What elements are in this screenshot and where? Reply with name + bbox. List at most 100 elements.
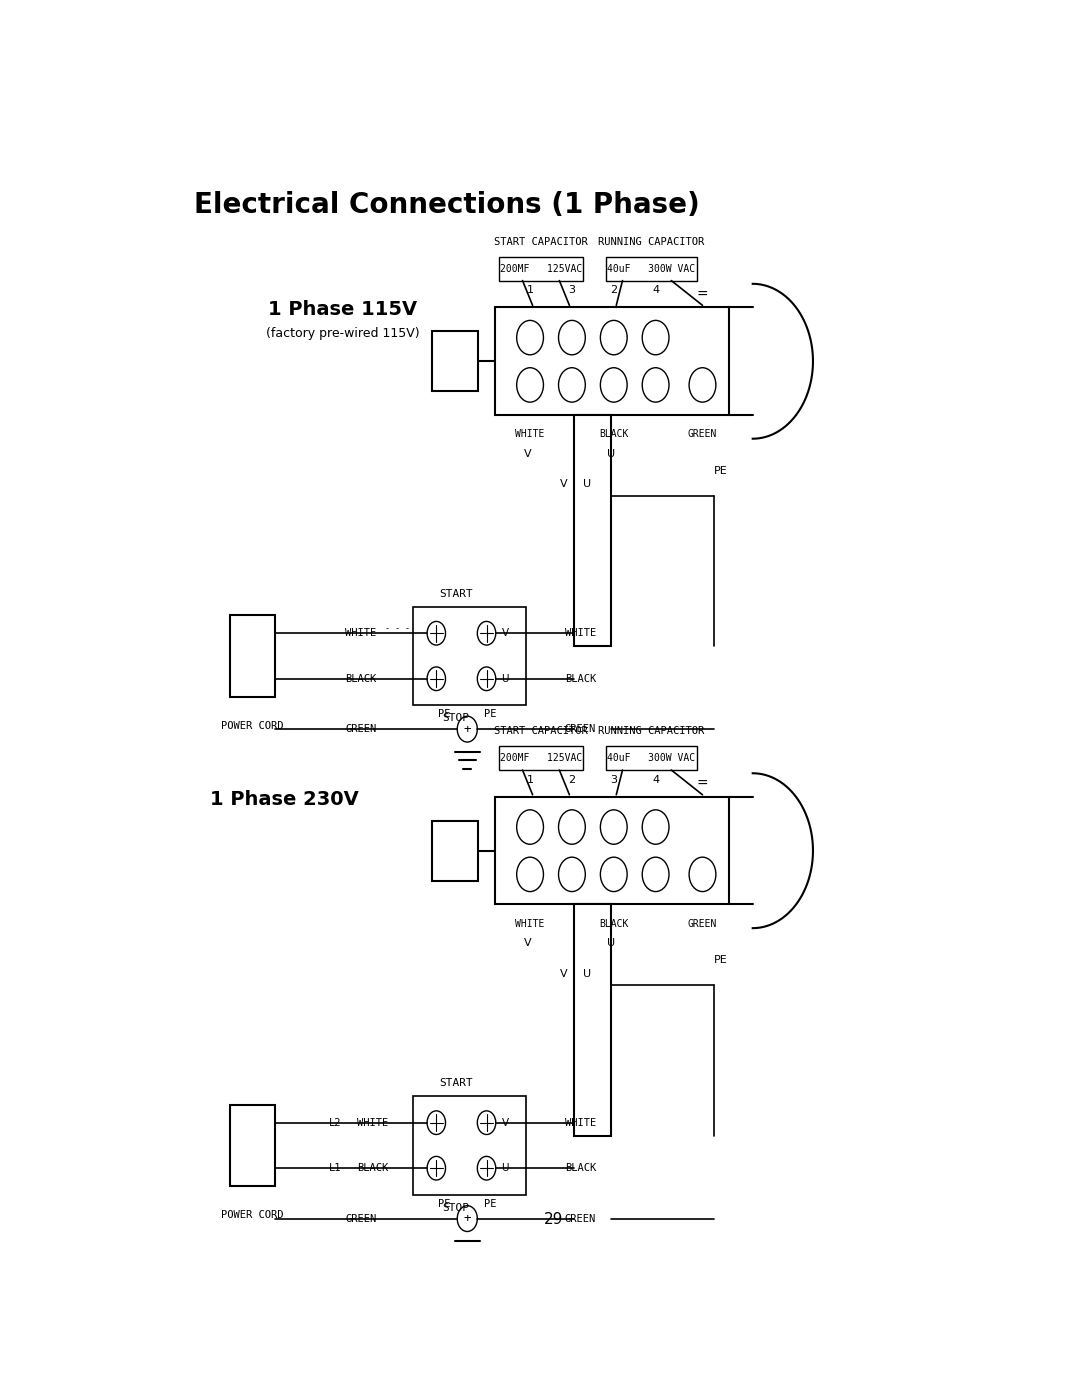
Text: WHITE: WHITE <box>565 1118 596 1127</box>
Circle shape <box>427 622 446 645</box>
Text: BLACK: BLACK <box>599 429 629 440</box>
Bar <box>606 746 697 770</box>
Circle shape <box>427 666 446 690</box>
Text: 2: 2 <box>610 285 618 295</box>
Text: POWER CORD: POWER CORD <box>221 1210 283 1221</box>
Bar <box>499 257 583 281</box>
Text: GREEN: GREEN <box>346 724 377 735</box>
Text: START: START <box>438 588 473 598</box>
Circle shape <box>643 320 669 355</box>
Text: WHITE: WHITE <box>515 919 544 929</box>
Text: POWER CORD: POWER CORD <box>221 721 283 731</box>
Bar <box>495 307 729 415</box>
Bar <box>495 796 729 904</box>
Text: GREEN: GREEN <box>688 429 717 440</box>
Circle shape <box>600 367 627 402</box>
Text: 4: 4 <box>652 285 659 295</box>
Bar <box>432 820 478 882</box>
Text: 1: 1 <box>527 285 534 295</box>
Bar <box>413 606 526 705</box>
Circle shape <box>516 858 543 891</box>
Text: 29: 29 <box>544 1213 563 1227</box>
Text: 1: 1 <box>527 775 534 785</box>
Text: =: = <box>697 777 708 791</box>
Text: Electrical Connections (1 Phase): Electrical Connections (1 Phase) <box>193 191 700 219</box>
Text: PE: PE <box>714 467 728 476</box>
Circle shape <box>600 810 627 844</box>
Circle shape <box>477 622 496 645</box>
Text: 2: 2 <box>568 775 576 785</box>
Text: U: U <box>583 970 591 979</box>
Text: U: U <box>501 1164 509 1173</box>
Circle shape <box>600 320 627 355</box>
Circle shape <box>516 320 543 355</box>
Circle shape <box>643 858 669 891</box>
Bar <box>432 331 478 391</box>
Bar <box>413 1097 526 1194</box>
Text: V: V <box>524 448 531 458</box>
Circle shape <box>558 858 585 891</box>
Text: V: V <box>501 629 509 638</box>
Circle shape <box>643 367 669 402</box>
Text: 4: 4 <box>652 775 659 785</box>
Text: BLACK: BLACK <box>565 673 596 683</box>
Text: WHITE: WHITE <box>515 429 544 440</box>
Circle shape <box>457 717 477 742</box>
Text: WHITE: WHITE <box>357 1118 389 1127</box>
Text: U: U <box>501 673 509 683</box>
Text: STOP: STOP <box>443 1203 470 1213</box>
Text: 200MF   125VAC: 200MF 125VAC <box>500 753 582 763</box>
Text: 3: 3 <box>610 775 618 785</box>
Text: +: + <box>463 1213 471 1225</box>
Text: BLACK: BLACK <box>599 919 629 929</box>
Text: START CAPACITOR: START CAPACITOR <box>494 726 588 736</box>
Text: PE: PE <box>714 956 728 965</box>
Circle shape <box>477 1157 496 1180</box>
Bar <box>230 615 274 697</box>
Circle shape <box>689 858 716 891</box>
Text: 40uF   300W VAC: 40uF 300W VAC <box>607 264 696 274</box>
Text: 1 Phase 230V: 1 Phase 230V <box>210 789 359 809</box>
Circle shape <box>477 666 496 690</box>
Text: V: V <box>524 939 531 949</box>
Bar <box>606 257 697 281</box>
Text: START CAPACITOR: START CAPACITOR <box>494 237 588 247</box>
Bar <box>230 1105 274 1186</box>
Text: PE: PE <box>485 1199 497 1208</box>
Bar <box>575 415 611 647</box>
Bar <box>575 904 611 1136</box>
Circle shape <box>558 320 585 355</box>
Text: GREEN: GREEN <box>346 1214 377 1224</box>
Text: V: V <box>501 1118 509 1127</box>
Text: U: U <box>607 939 616 949</box>
Text: GREEN: GREEN <box>565 724 596 735</box>
Text: RUNNING CAPACITOR: RUNNING CAPACITOR <box>598 237 704 247</box>
Text: L2: L2 <box>328 1118 341 1127</box>
Bar <box>499 746 583 770</box>
Text: L1: L1 <box>328 1164 341 1173</box>
Text: PE: PE <box>437 1199 450 1208</box>
Text: WHITE: WHITE <box>346 629 377 638</box>
Text: =: = <box>697 288 708 302</box>
Text: 3: 3 <box>568 285 576 295</box>
Circle shape <box>477 1111 496 1134</box>
Text: +: + <box>463 722 471 736</box>
Circle shape <box>427 1157 446 1180</box>
Text: PE: PE <box>485 710 497 719</box>
Circle shape <box>558 810 585 844</box>
Text: GREEN: GREEN <box>565 1214 596 1224</box>
Text: WHITE: WHITE <box>565 629 596 638</box>
Text: V: V <box>561 479 568 489</box>
Text: PE: PE <box>437 710 450 719</box>
Circle shape <box>600 858 627 891</box>
Text: - - -: - - - <box>386 624 410 633</box>
Text: U: U <box>583 479 591 489</box>
Text: BLACK: BLACK <box>346 673 377 683</box>
Circle shape <box>516 367 543 402</box>
Text: BLACK: BLACK <box>565 1164 596 1173</box>
Text: V: V <box>561 970 568 979</box>
Text: GREEN: GREEN <box>688 919 717 929</box>
Text: U: U <box>607 448 616 458</box>
Circle shape <box>558 367 585 402</box>
Text: START: START <box>438 1078 473 1088</box>
